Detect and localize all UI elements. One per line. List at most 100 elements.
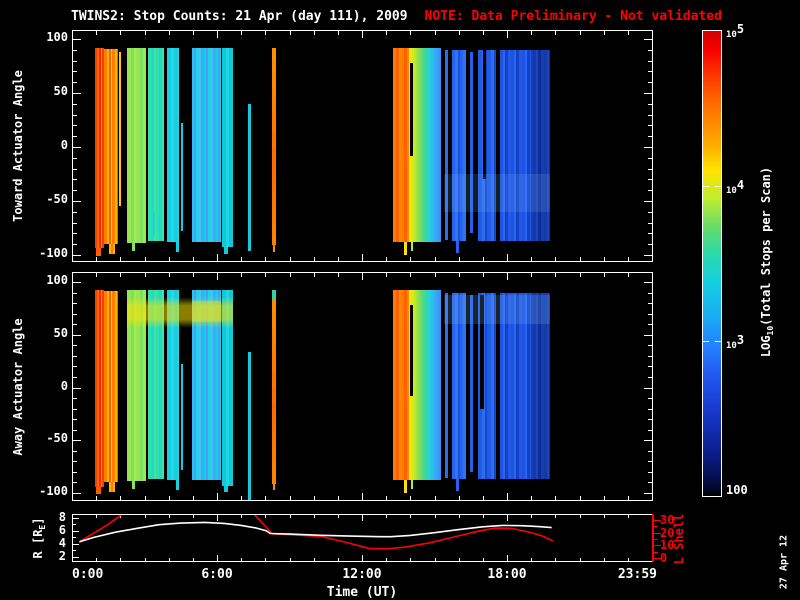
spectro-stripe: [451, 292, 466, 480]
spectro-stripe: [408, 290, 441, 481]
x-axis-tick: [386, 515, 388, 518]
y-axis-tick: [644, 200, 652, 202]
spectro-stripe: [127, 290, 146, 482]
y-axis-tick: [648, 211, 652, 213]
colorbar-level-dash: [715, 185, 721, 187]
y-axis-tick: [73, 281, 81, 283]
x-axis-tick: [531, 273, 533, 277]
colorbar-level-dash: [703, 341, 709, 343]
time-axis-label: Time (UT): [326, 585, 398, 600]
x-axis-tick: [627, 515, 629, 518]
y-axis-tick: [73, 39, 81, 41]
spectro-stripe: [148, 290, 164, 480]
y-axis-tick: [648, 419, 652, 421]
x-axis-tick: [241, 558, 243, 561]
colorbar-label: LOG10(Total Stops per Scan): [759, 166, 775, 358]
y-axis-tick: [644, 39, 652, 41]
r-axis-tick: [73, 524, 76, 526]
y-axis-tick: [73, 71, 77, 73]
x-axis-tick: [192, 31, 194, 35]
y-axis-tick: [73, 60, 77, 62]
x-axis-tick: [627, 558, 629, 561]
spectro-stripe: [478, 49, 496, 241]
y-axis-tick: [648, 408, 652, 410]
r-axis-tick: [73, 530, 79, 532]
x-axis-tick: [120, 515, 122, 518]
date-stamp: 27 Apr 12: [778, 534, 790, 590]
x-axis-tick: [579, 257, 581, 261]
x-axis-tick: [386, 496, 388, 500]
x-axis-tick: [289, 31, 291, 35]
spectro-stripe: [222, 47, 233, 248]
spectro-stripe: [272, 245, 276, 252]
y-axis-tick: [73, 450, 77, 452]
spectro-stripe: [410, 480, 413, 489]
r-axis-tick: [73, 537, 76, 539]
y-axis-tick: [648, 471, 652, 473]
y-axis-tick: [644, 147, 652, 148]
y-axis-tick: [648, 49, 652, 51]
y-axis-tick: [73, 461, 77, 463]
y-tick-label: 50: [53, 325, 68, 340]
x-axis-tick: [168, 496, 170, 500]
y-axis-tick: [648, 461, 652, 463]
x-axis-tick: [458, 257, 460, 261]
x-axis-tick: [579, 496, 581, 500]
spectro-stripe: [192, 47, 221, 242]
y-axis-tick: [73, 303, 77, 305]
x-axis-tick: [217, 254, 218, 261]
y-axis-tick: [648, 233, 652, 235]
spectro-stripe: [132, 481, 136, 489]
x-axis-tick: [96, 257, 98, 261]
y-axis-tick: [648, 136, 652, 138]
y-axis-tick: [73, 324, 77, 326]
x-tick-label: 6:00: [201, 567, 233, 582]
y-axis-tick: [648, 292, 652, 294]
spectro-stripe: [127, 296, 233, 329]
x-axis-tick: [362, 31, 363, 38]
x-axis-tick: [507, 273, 508, 280]
x-axis-tick: [168, 515, 170, 518]
x-axis-tick: [555, 273, 557, 277]
y-axis-tick: [73, 93, 81, 95]
r-axis-tick: [73, 543, 79, 545]
y-axis-tick: [73, 211, 77, 213]
l-shell-tick: [654, 558, 661, 560]
y-axis-tick: [73, 179, 77, 181]
x-axis-tick: [289, 515, 291, 518]
x-axis-tick: [265, 496, 267, 500]
x-axis-tick: [192, 558, 194, 561]
x-axis-tick: [168, 31, 170, 35]
x-axis-tick: [192, 496, 194, 500]
x-axis-tick: [96, 31, 98, 35]
y-axis-tick: [648, 355, 652, 357]
x-axis-tick: [410, 273, 412, 277]
l-shell-tick: [654, 538, 658, 540]
colorbar-exp-label: 103: [726, 333, 745, 352]
x-axis-tick: [241, 257, 243, 261]
y-tick-label: 50: [53, 84, 68, 99]
x-axis-tick: [555, 257, 557, 261]
y-axis-tick: [648, 168, 652, 170]
l-shell-tick: [654, 519, 661, 521]
spectro-stripe: [531, 292, 551, 480]
x-axis-tick: [434, 558, 436, 561]
x-axis-tick: [313, 273, 315, 277]
x-axis-tick: [241, 31, 243, 35]
spectro-stripe: [500, 292, 551, 480]
x-axis-tick: [120, 558, 122, 561]
y-axis-tick: [73, 366, 77, 368]
x-axis-tick: [144, 273, 146, 277]
l-shell-tick: [654, 545, 661, 547]
x-axis-tick: [555, 515, 557, 518]
y-axis-tick: [73, 345, 77, 347]
x-axis-tick: [531, 515, 533, 518]
x-axis-tick: [337, 496, 339, 500]
spectro-stripe: [222, 290, 233, 486]
spectro-stripe: [109, 244, 115, 254]
x-axis-tick: [362, 515, 363, 521]
x-axis-tick: [168, 257, 170, 261]
spectro-stripe: [132, 243, 136, 251]
x-tick-label: 23:59: [617, 567, 657, 582]
x-axis-tick: [555, 496, 557, 500]
